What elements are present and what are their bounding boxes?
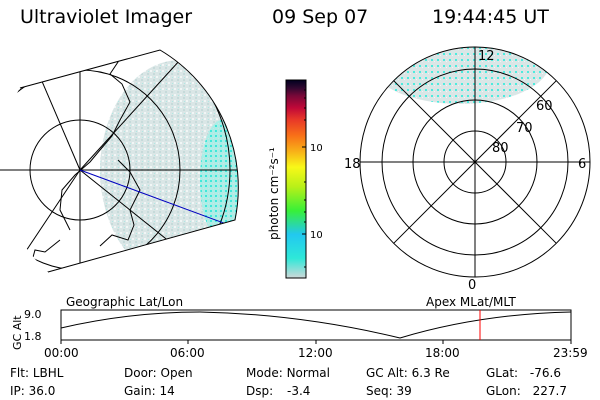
timeline-xticks [60,340,572,344]
info-glat-label: GLat: [486,366,519,380]
info-gain-label: Gain: [124,384,156,398]
mlt-label-6: 6 [578,157,586,172]
timeline-xtick-1: 06:00 [170,346,205,360]
info-glat: GLat: -76.6 [486,366,561,380]
info-dsp-value: -3.4 [286,384,311,398]
info-gc-alt-value: 6.3 Re [411,366,450,380]
info-mode-value: Normal [286,366,330,380]
info-mode-label: Mode: [246,366,283,380]
timeline-xtick-3: 18:00 [425,346,460,360]
info-mode: Mode: Normal [246,366,330,380]
info-filter-label: Flt: [10,366,29,380]
timeline-axis-label: GC Alt [11,315,24,350]
info-ip-label: IP: [10,384,25,398]
colorbar-tick-10: 10 [310,230,322,241]
header-date: 09 Sep 07 [272,6,369,28]
info-gain-value: 14 [159,384,175,398]
info-door: Door: Open [124,366,193,380]
timeline-ytick-max: 9.0 [24,308,42,321]
geographic-caption: Geographic Lat/Lon [66,295,184,309]
info-door-value: Open [160,366,193,380]
mlt-label-12: 12 [478,49,495,64]
meridian [79,59,181,171]
mlat-label-60: 60 [536,99,553,114]
timeline-xtick-2: 12:00 [298,346,333,360]
timeline-frame [60,309,572,341]
colorbar-tick-100: 100 [310,143,322,154]
meridian [19,50,81,171]
timeline-xtick-0: 00:00 [44,346,79,360]
mlt-label-18: 18 [344,157,361,172]
colorbar: 100 10 photon cm⁻²s⁻¹ [267,79,322,279]
terminator-line [79,169,239,233]
info-gain: Gain: 14 [124,384,175,398]
apex-polar-plot: 12 0 18 6 60 70 80 [344,46,591,293]
orbit-timeline: GC Alt 9.0 1.8 00:00 06:00 12:00 18:00 2… [11,308,588,360]
apex-caption: Apex MLat/MLT [426,295,516,309]
info-glon-label: GLon: [486,384,521,398]
info-door-label: Door: [124,366,157,380]
info-seq-label: Seq: [366,384,393,398]
mlat-label-70: 70 [516,121,533,136]
info-dsp: Dsp: -3.4 [246,384,310,398]
geographic-map [0,49,239,273]
info-gc-alt: GC Alt: 6.3 Re [366,366,450,380]
mlat-label-80: 80 [492,141,509,156]
apex-aurora [370,47,550,104]
altitude-curve [60,311,572,339]
info-ip: IP: 36.0 [10,384,55,398]
timeline-xtick-4: 23:59 [553,346,588,360]
timeline-ytick-min: 1.8 [24,330,42,343]
aurora-bright [200,120,239,240]
info-seq-value: 39 [396,384,412,398]
header-title: Ultraviolet Imager [20,6,193,28]
info-seq: Seq: 39 [366,384,412,398]
info-ip-value: 36.0 [28,384,56,398]
colorbar-unit-label: photon cm⁻²s⁻¹ [267,147,281,240]
info-glon-value: 227.7 [532,384,567,398]
colorbar-minor-ticks [304,89,306,268]
info-filter: Flt: LBHL [10,366,63,380]
info-glon: GLon: 227.7 [486,384,567,398]
info-filter-value: LBHL [32,366,64,380]
info-dsp-label: Dsp: [246,384,274,398]
info-gc-alt-label: GC Alt: [366,366,408,380]
info-glat-value: -76.6 [529,366,561,380]
meridian [0,169,81,272]
header-time: 19:44:45 UT [432,6,549,28]
mlt-label-0: 0 [468,278,476,293]
colorbar-gradient [285,79,307,279]
